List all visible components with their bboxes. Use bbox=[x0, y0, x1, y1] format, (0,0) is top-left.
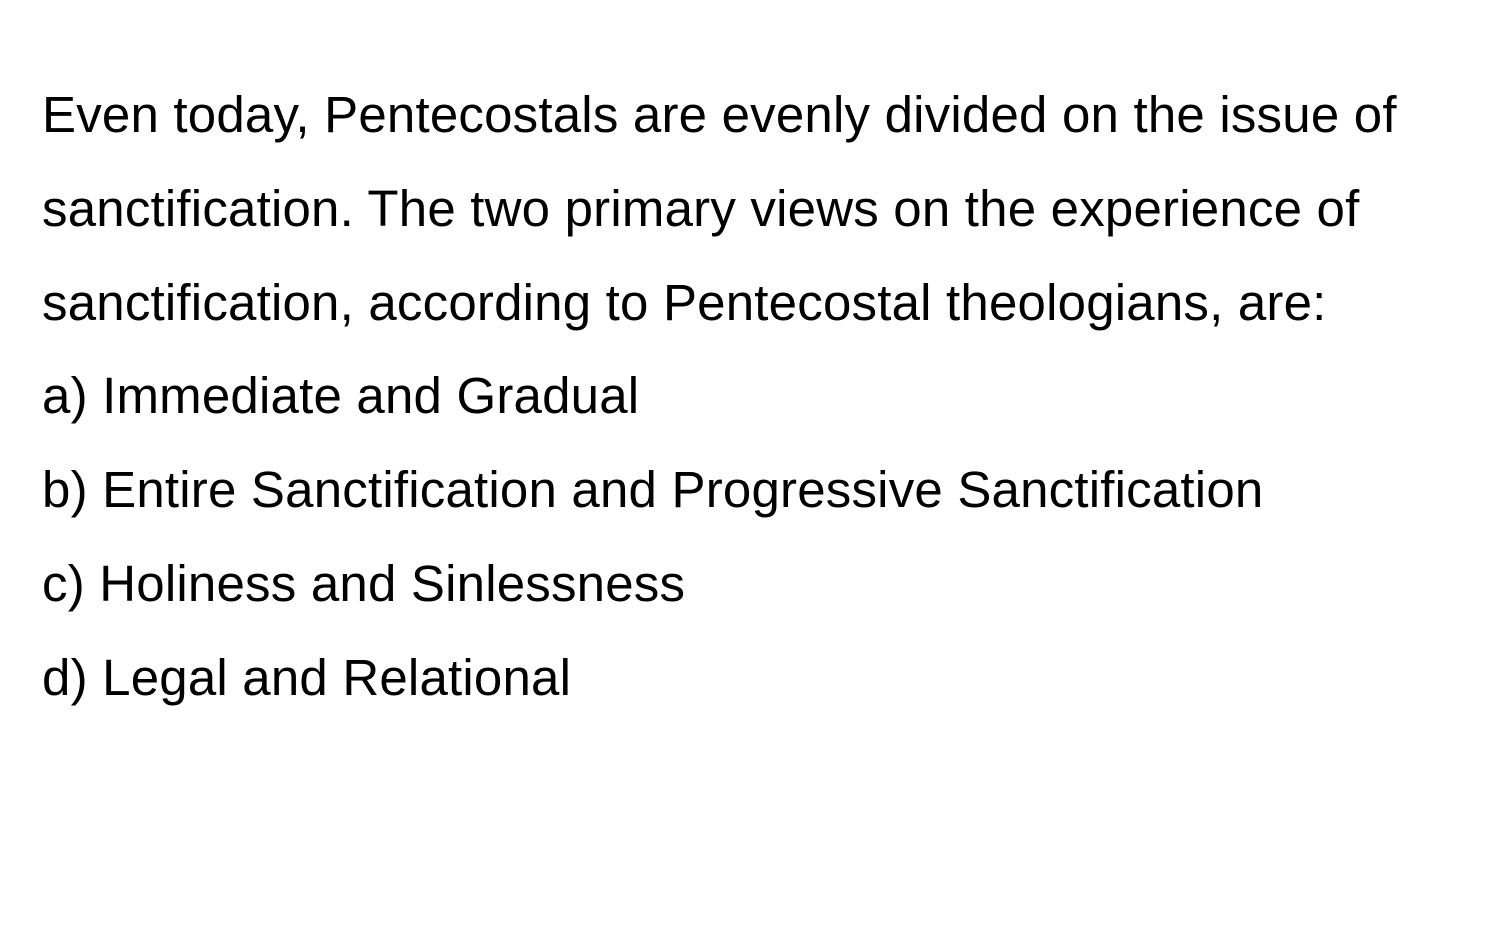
option-c-text: Holiness and Sinlessness bbox=[99, 555, 685, 612]
option-d-label: d) bbox=[42, 649, 88, 706]
option-c-label: c) bbox=[42, 555, 85, 612]
option-d: d) Legal and Relational bbox=[42, 631, 1458, 725]
option-b-text: Entire Sanctification and Progressive Sa… bbox=[102, 461, 1263, 518]
question-page: Even today, Pentecostals are evenly divi… bbox=[0, 0, 1500, 725]
option-b: b) Entire Sanctification and Progressive… bbox=[42, 443, 1458, 537]
option-a-text: Immediate and Gradual bbox=[102, 367, 639, 424]
option-b-label: b) bbox=[42, 461, 88, 518]
option-c: c) Holiness and Sinlessness bbox=[42, 537, 1458, 631]
option-d-text: Legal and Relational bbox=[102, 649, 571, 706]
option-a: a) Immediate and Gradual bbox=[42, 349, 1458, 443]
question-prompt: Even today, Pentecostals are evenly divi… bbox=[42, 68, 1458, 349]
option-a-label: a) bbox=[42, 367, 88, 424]
